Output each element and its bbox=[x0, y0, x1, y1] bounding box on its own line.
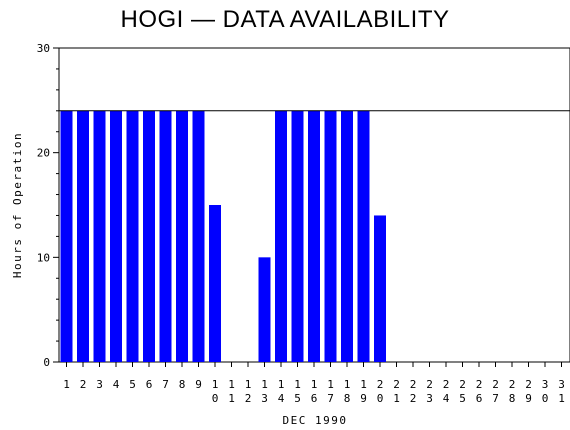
bar-day-7 bbox=[159, 110, 172, 362]
bar-day-1 bbox=[60, 110, 73, 362]
bar-day-4 bbox=[110, 110, 122, 362]
bar-day-6 bbox=[143, 110, 155, 362]
y-tick-label: 30 bbox=[37, 42, 50, 55]
x-tick-label: 8 bbox=[179, 378, 186, 391]
x-tick-label: 6 bbox=[146, 378, 153, 391]
x-tick-label: 2 bbox=[80, 378, 87, 391]
y-axis-label: Hours of Operation bbox=[11, 132, 24, 278]
bar-day-18 bbox=[341, 110, 353, 362]
x-tick-label: 4 bbox=[113, 378, 120, 391]
x-axis-label: DEC 1990 bbox=[283, 414, 348, 427]
bar-day-20 bbox=[374, 215, 386, 362]
bar-day-13 bbox=[258, 257, 271, 362]
x-tick-label: 3 bbox=[96, 378, 103, 391]
x-tick-label: 5 bbox=[129, 378, 136, 391]
bar-day-8 bbox=[176, 110, 188, 362]
bar-day-17 bbox=[324, 110, 337, 362]
bar-day-9 bbox=[192, 110, 205, 362]
bar-day-3 bbox=[93, 110, 106, 362]
x-tick-label: 7 bbox=[162, 378, 169, 391]
bar-day-5 bbox=[126, 110, 139, 362]
bar-day-10 bbox=[209, 205, 221, 362]
y-tick-label: 0 bbox=[43, 356, 50, 369]
y-tick-label: 20 bbox=[37, 147, 50, 160]
bar-day-15 bbox=[291, 110, 304, 362]
chart-title: HOGI — DATA AVAILABILITY bbox=[120, 6, 450, 33]
bar-day-19 bbox=[357, 110, 370, 362]
x-tick-label: 1 bbox=[63, 378, 70, 391]
y-tick-label: 10 bbox=[37, 251, 50, 264]
x-tick-label: 9 bbox=[195, 378, 202, 391]
bar-day-16 bbox=[308, 110, 320, 362]
bar-day-14 bbox=[275, 110, 287, 362]
bar-day-2 bbox=[77, 110, 89, 362]
